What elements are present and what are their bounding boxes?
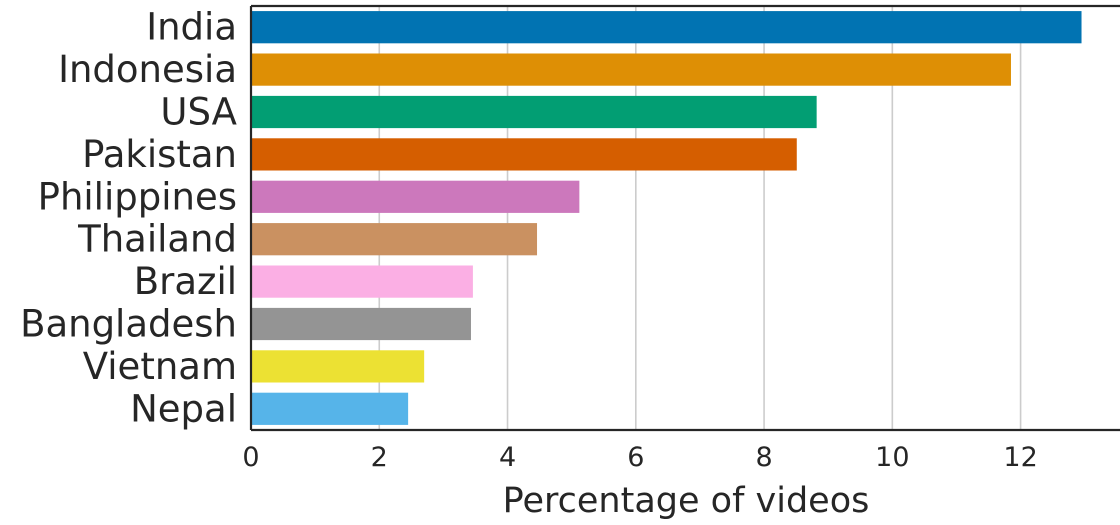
x-tick-label: 10 bbox=[875, 442, 909, 473]
x-tick-label: 8 bbox=[755, 442, 772, 473]
bar-vietnam bbox=[251, 350, 425, 383]
bar-thailand bbox=[251, 223, 538, 256]
axes bbox=[249, 4, 1120, 432]
category-label-india: India bbox=[146, 6, 237, 49]
category-label-vietnam: Vietnam bbox=[83, 345, 237, 388]
x-tick-label: 0 bbox=[242, 442, 259, 473]
x-tick-labels: 0 2 4 6 8 10 12 bbox=[242, 442, 1037, 473]
bar-india bbox=[251, 11, 1082, 44]
bars bbox=[251, 11, 1082, 425]
category-label-brazil: Brazil bbox=[134, 260, 237, 303]
x-tick-label: 4 bbox=[499, 442, 516, 473]
bar-philippines bbox=[251, 180, 580, 213]
bar-pakistan bbox=[251, 138, 797, 171]
category-labels: IndiaIndonesiaUSAPakistanPhilippinesThai… bbox=[20, 6, 237, 431]
category-label-usa: USA bbox=[160, 91, 237, 134]
bar-bangladesh bbox=[251, 307, 471, 341]
bar-indonesia bbox=[251, 53, 1011, 86]
x-axis-title: Percentage of videos bbox=[503, 481, 870, 521]
category-label-bangladesh: Bangladesh bbox=[20, 303, 237, 346]
category-label-thailand: Thailand bbox=[77, 218, 237, 261]
bar-brazil bbox=[251, 265, 473, 298]
category-label-indonesia: Indonesia bbox=[58, 48, 237, 91]
category-label-nepal: Nepal bbox=[130, 387, 237, 430]
bar-usa bbox=[251, 95, 817, 129]
bar-nepal bbox=[251, 392, 409, 425]
x-tick-label: 6 bbox=[627, 442, 644, 473]
x-tick-label: 2 bbox=[371, 442, 388, 473]
category-label-pakistan: Pakistan bbox=[82, 133, 237, 176]
x-tick-label: 12 bbox=[1003, 442, 1037, 473]
category-label-philippines: Philippines bbox=[38, 175, 237, 218]
